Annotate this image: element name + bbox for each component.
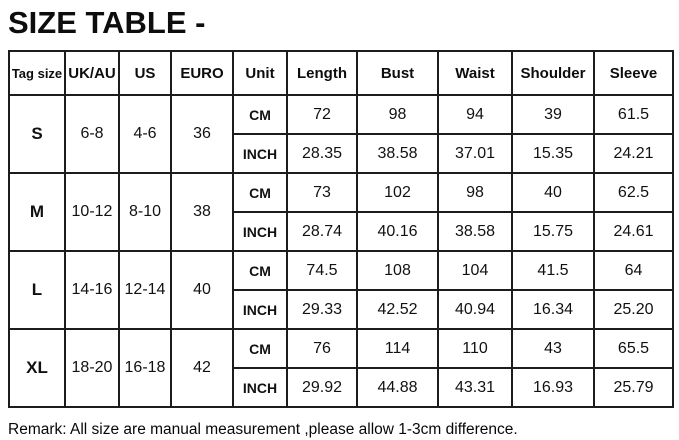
tag-size-cell: S [8,94,66,174]
unit-cell: INCH [232,289,288,330]
table-row-xl-cm: XL 18-20 16-18 42 CM 76 114 110 43 65.5 [8,328,674,408]
value-cell: 29.33 [286,289,358,330]
table-row-xl-inch: INCH 29.92 44.88 43.31 16.93 25.79 [9,367,674,408]
header-us: US [118,50,172,96]
value-cell: 25.79 [593,367,674,408]
value-cell: 44.88 [356,367,439,408]
table-row-m-cm: M 10-12 8-10 38 CM 73 102 98 40 62.5 [8,172,674,252]
header-unit: Unit [232,50,288,96]
unit-cell: INCH [232,211,288,252]
unit-cell: CM [232,250,288,291]
unit-cell: CM [232,172,288,213]
value-cell: 25.20 [593,289,674,330]
header-waist: Waist [437,50,513,96]
tag-size-cell: XL [8,328,66,408]
us-cell: 12-14 [118,250,172,330]
us-cell: 16-18 [118,328,172,408]
value-cell: 16.34 [511,289,595,330]
value-cell: 102 [356,172,439,213]
header-euro: EURO [170,50,234,96]
value-cell: 65.5 [593,328,674,369]
value-cell: 76 [286,328,358,369]
page-title: SIZE TABLE - [8,5,206,40]
euro-cell: 38 [170,172,234,252]
value-cell: 16.93 [511,367,595,408]
value-cell: 61.5 [593,94,674,135]
value-cell: 41.5 [511,250,595,291]
tag-size-cell: M [8,172,66,252]
value-cell: 98 [356,94,439,135]
value-cell: 24.61 [593,211,674,252]
value-cell: 108 [356,250,439,291]
value-cell: 62.5 [593,172,674,213]
size-table: Tag size UK/AU US EURO Unit Length Bust … [8,50,674,408]
header-uk-au: UK/AU [64,50,120,96]
value-cell: 29.92 [286,367,358,408]
unit-cell: CM [232,94,288,135]
value-cell: 104 [437,250,513,291]
uk-au-cell: 18-20 [64,328,120,408]
header-bust: Bust [356,50,439,96]
value-cell: 28.74 [286,211,358,252]
value-cell: 15.75 [511,211,595,252]
value-cell: 94 [437,94,513,135]
table-header-row: Tag size UK/AU US EURO Unit Length Bust … [8,50,674,96]
value-cell: 64 [593,250,674,291]
value-cell: 39 [511,94,595,135]
unit-cell: INCH [232,367,288,408]
table-row-l-inch: INCH 29.33 42.52 40.94 16.34 25.20 [9,289,674,330]
value-cell: 73 [286,172,358,213]
value-cell: 40.16 [356,211,439,252]
value-cell: 24.21 [593,133,674,174]
us-cell: 8-10 [118,172,172,252]
value-cell: 43.31 [437,367,513,408]
value-cell: 74.5 [286,250,358,291]
header-sleeve: Sleeve [593,50,674,96]
uk-au-cell: 6-8 [64,94,120,174]
us-cell: 4-6 [118,94,172,174]
euro-cell: 36 [170,94,234,174]
uk-au-cell: 14-16 [64,250,120,330]
value-cell: 42.52 [356,289,439,330]
table-row-l-cm: L 14-16 12-14 40 CM 74.5 108 104 41.5 64 [8,250,674,330]
euro-cell: 40 [170,250,234,330]
header-shoulder: Shoulder [511,50,595,96]
value-cell: 28.35 [286,133,358,174]
unit-cell: CM [232,328,288,369]
header-length: Length [286,50,358,96]
unit-cell: INCH [232,133,288,174]
header-tag-size: Tag size [8,50,66,96]
table-row-s-inch: INCH 28.35 38.58 37.01 15.35 24.21 [9,133,674,174]
value-cell: 15.35 [511,133,595,174]
remark-text: Remark: All size are manual measurement … [8,421,518,438]
tag-size-cell: L [8,250,66,330]
value-cell: 38.58 [437,211,513,252]
uk-au-cell: 10-12 [64,172,120,252]
euro-cell: 42 [170,328,234,408]
value-cell: 37.01 [437,133,513,174]
value-cell: 40.94 [437,289,513,330]
value-cell: 38.58 [356,133,439,174]
value-cell: 98 [437,172,513,213]
value-cell: 114 [356,328,439,369]
value-cell: 72 [286,94,358,135]
value-cell: 110 [437,328,513,369]
value-cell: 40 [511,172,595,213]
table-row-s-cm: S 6-8 4-6 36 CM 72 98 94 39 61.5 [8,94,674,174]
table-row-m-inch: INCH 28.74 40.16 38.58 15.75 24.61 [9,211,674,252]
value-cell: 43 [511,328,595,369]
